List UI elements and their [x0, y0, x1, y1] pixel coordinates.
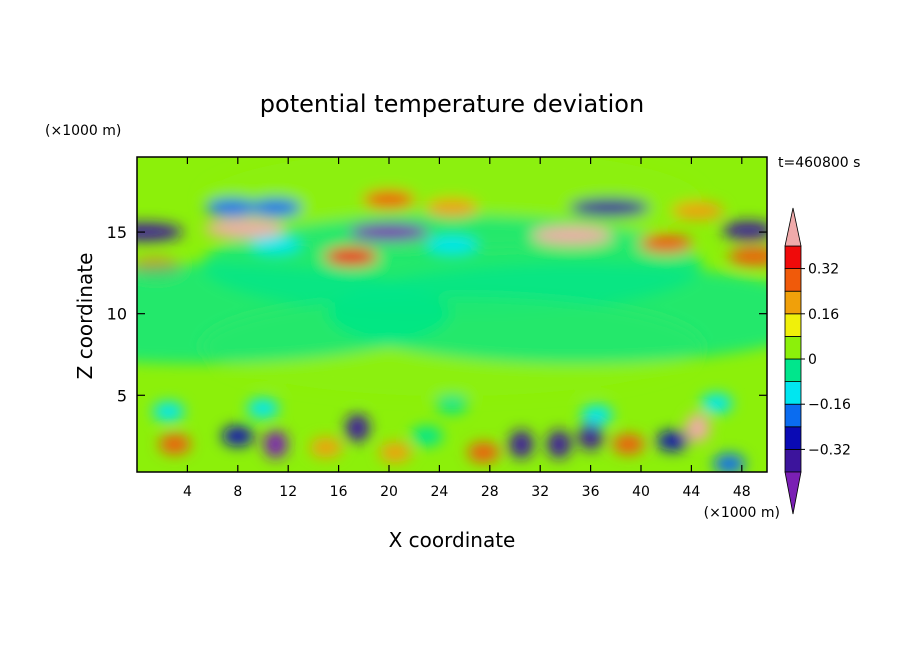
- colorbar-tick-label: −0.32: [808, 442, 851, 458]
- colorbar-band: [784, 358, 802, 383]
- y-tick-label: 10: [107, 305, 127, 324]
- field-cell: [152, 401, 185, 422]
- field-cell: [580, 404, 613, 425]
- x-tick-label: 32: [531, 484, 549, 500]
- x-unit-label: (×1000 m): [704, 505, 780, 521]
- colorbar-band: [784, 268, 802, 292]
- x-tick-label: 40: [632, 484, 650, 500]
- field-cell: [578, 422, 603, 451]
- field-cell: [249, 198, 302, 217]
- x-tick-label: 8: [233, 484, 242, 500]
- colorbar-min-arrow: [784, 471, 802, 515]
- field-cell: [569, 198, 650, 217]
- y-tick-label: 5: [117, 386, 127, 405]
- field-cell: [531, 226, 612, 245]
- field-cell: [349, 223, 429, 242]
- colorbar-tick-label: 0.32: [808, 262, 839, 278]
- colorbar-max-arrow: [784, 207, 802, 247]
- x-tick-label: 36: [582, 484, 600, 500]
- field-cell: [656, 430, 689, 451]
- field-cell: [426, 236, 478, 255]
- field-cell: [247, 398, 279, 419]
- colorbar-band: [784, 426, 802, 450]
- x-tick-label: 24: [430, 484, 448, 500]
- colorbar-band: [784, 245, 802, 270]
- colorbar-tick-label: −0.16: [808, 397, 851, 413]
- x-tick-label: 48: [733, 484, 751, 500]
- colorbar-band: [784, 448, 802, 473]
- colorbar: 0.32 0.16 0 −0.16 −0.32: [784, 207, 851, 515]
- field-cell: [467, 442, 500, 463]
- field-cell: [671, 201, 724, 220]
- field-cell: [204, 219, 285, 238]
- field-cell: [410, 426, 443, 447]
- y-tick-label: 15: [107, 223, 127, 242]
- field-cell: [509, 430, 534, 459]
- field-cell: [158, 434, 191, 455]
- field-cell: [379, 442, 412, 463]
- plot-frame: [136, 156, 768, 473]
- x-tick-label: 16: [330, 484, 348, 500]
- field-patches: [137, 157, 767, 472]
- field-cell: [363, 190, 415, 209]
- x-tick-label: 28: [481, 484, 499, 500]
- y-axis: 5 10 15: [107, 223, 767, 405]
- colorbar-band: [784, 313, 802, 337]
- field-cell: [713, 453, 746, 472]
- field-cell: [249, 236, 302, 255]
- x-tick-label: 44: [682, 484, 700, 500]
- x-tick-label: 4: [183, 484, 192, 500]
- x-axis-label: X coordinate: [389, 528, 516, 552]
- colorbar-band: [784, 381, 802, 405]
- heatmap-field: [137, 157, 767, 472]
- colorbar-tick-label: 0: [808, 352, 817, 368]
- field-cell: [328, 263, 767, 364]
- field-cell: [263, 430, 288, 459]
- field-cell: [612, 434, 645, 455]
- field-cell: [221, 426, 254, 447]
- field-cell: [547, 430, 572, 459]
- y-unit-label: (×1000 m): [45, 123, 121, 139]
- field-cell: [436, 393, 468, 414]
- field-cell: [137, 223, 184, 242]
- field-cell: [325, 247, 378, 266]
- x-tick-label: 20: [380, 484, 398, 500]
- colorbar-band: [784, 403, 802, 428]
- colorbar-band: [784, 335, 802, 360]
- colorbar-band: [784, 290, 802, 315]
- y-axis-label: Z coordinate: [73, 253, 97, 380]
- field-cell: [722, 221, 767, 240]
- field-cell: [700, 393, 733, 414]
- field-cell: [310, 437, 342, 458]
- field-cell: [685, 413, 710, 442]
- field-cell: [728, 247, 767, 266]
- field-cell: [640, 234, 693, 253]
- field-cell: [426, 198, 478, 217]
- x-axis: 4 8 12 16 20 24 28 32 36 40 44 48: [183, 157, 751, 500]
- chart-title: potential temperature deviation: [260, 90, 644, 118]
- field-cell: [205, 198, 258, 217]
- field-cell: [345, 413, 370, 442]
- time-label: t=460800 s: [778, 155, 860, 171]
- colorbar-tick-label: 0.16: [808, 307, 839, 323]
- x-tick-label: 12: [279, 484, 297, 500]
